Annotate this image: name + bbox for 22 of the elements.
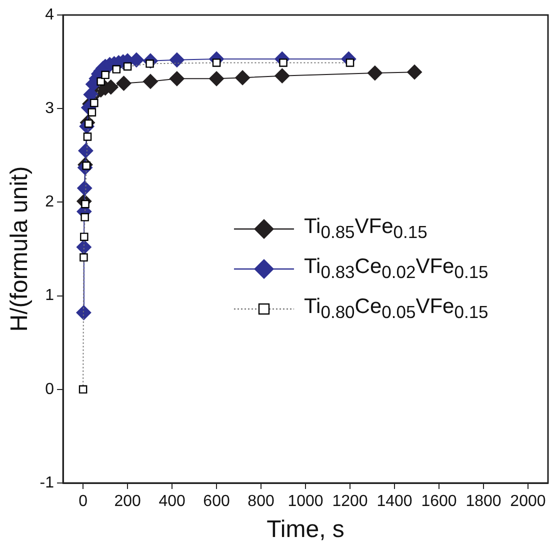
y-axis-title: H/(formula unit): [6, 166, 34, 332]
x-axis-title: Time, s: [266, 516, 344, 544]
x-tick-label: 400: [158, 493, 186, 510]
y-tick-label: 1: [45, 287, 54, 304]
x-tick-label: 2000: [510, 493, 546, 510]
y-tick-label: 2: [45, 194, 54, 211]
x-tick-label: 1400: [376, 493, 412, 510]
x-tick-label: 1600: [421, 493, 457, 510]
legend-label: Ti$_{0.83}$Ce$_{0.02}$VFe$_{0.15}$: [304, 254, 488, 284]
y-tick-label: 3: [45, 100, 54, 118]
y-tick-label: 4: [45, 6, 54, 24]
x-tick-label: 600: [203, 493, 230, 510]
x-tick-label: 800: [248, 493, 274, 510]
x-tick-label: 1800: [466, 493, 502, 510]
x-tick-label: 1000: [288, 493, 324, 510]
x-tick-label: 200: [114, 493, 141, 510]
x-tick-label: 1200: [332, 493, 368, 510]
x-tick-label: 0: [78, 493, 88, 510]
y-tick-label: 0: [45, 380, 54, 398]
legend-label: Ti$_{0.80}$Ce$_{0.05}$VFe$_{0.15}$: [304, 294, 488, 324]
legend-label: Ti$_{0.85}$VFe$_{0.15}$: [304, 214, 428, 244]
y-tick-label: -1: [40, 474, 54, 492]
